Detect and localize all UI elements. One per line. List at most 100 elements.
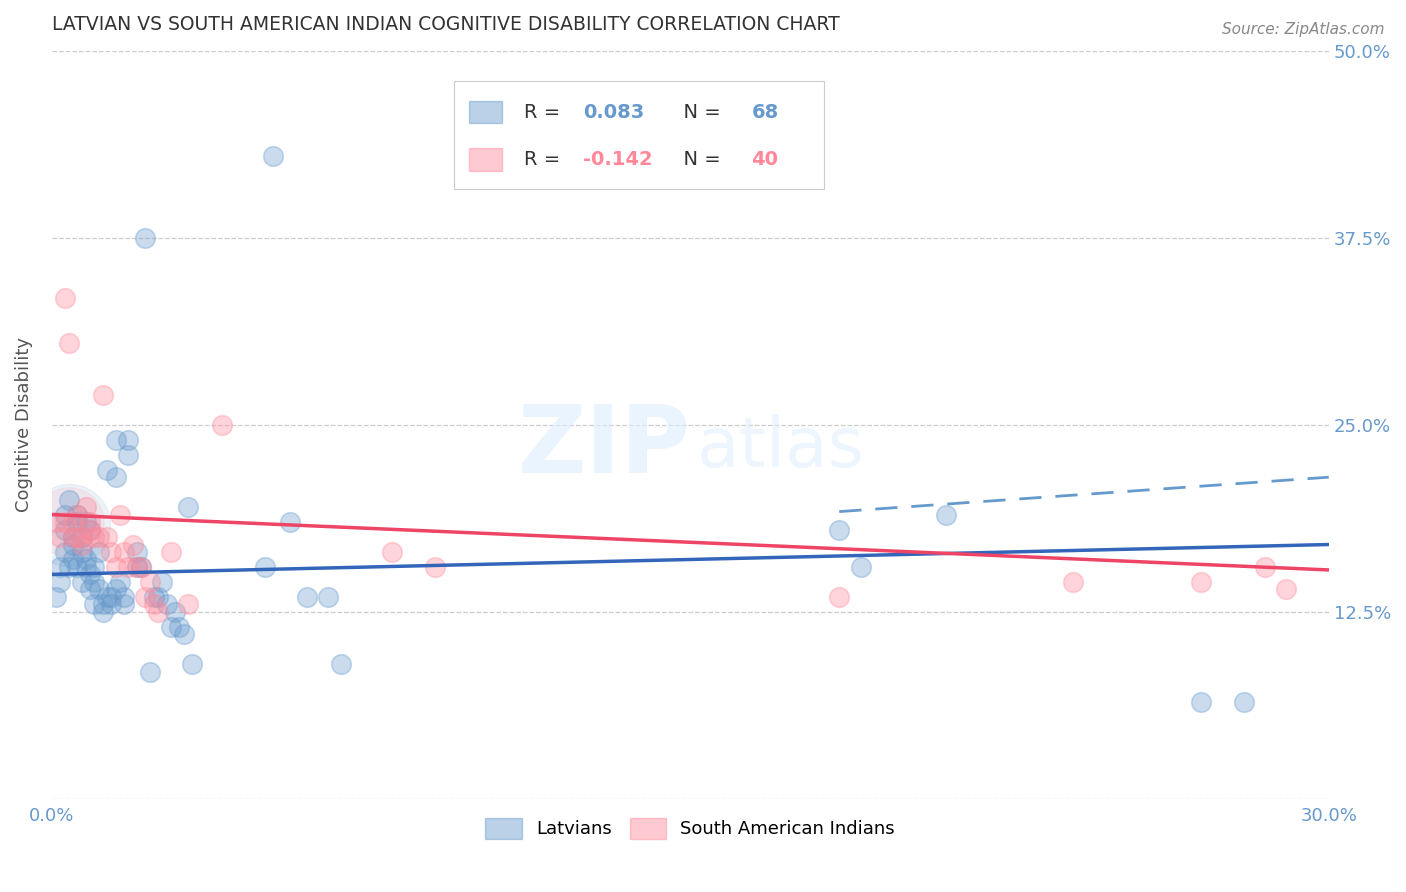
Point (134, 231, 156, 245)
Point (134, 590, 156, 604)
Point (160, 620, 183, 634)
Point (121, 537, 143, 551)
Point (70, 530, 93, 544)
Point (381, 545, 404, 559)
Point (1189, 574, 1212, 589)
Point (53, 515, 76, 529)
Point (75, 500, 97, 515)
Point (1254, 560, 1277, 574)
Text: 40: 40 (752, 150, 779, 169)
Point (935, 508, 957, 522)
Point (53, 291, 76, 305)
Point (262, 148, 284, 162)
Point (83, 530, 105, 544)
Point (45, 515, 67, 529)
Point (79, 582, 101, 597)
Point (75, 515, 97, 529)
Text: 68: 68 (752, 103, 779, 121)
Legend: Latvians, South American Indians: Latvians, South American Indians (478, 811, 903, 846)
Point (181, 657, 204, 672)
Point (96, 590, 118, 604)
Point (87, 545, 110, 559)
Point (87, 530, 110, 544)
Point (66, 515, 89, 529)
Point (70, 537, 93, 551)
Point (83, 560, 105, 574)
Text: N =: N = (671, 150, 727, 169)
Point (138, 574, 160, 589)
Text: N =: N = (671, 103, 727, 121)
Point (58, 335, 80, 350)
Point (112, 598, 135, 612)
Y-axis label: Cognitive Disability: Cognitive Disability (15, 337, 32, 512)
Point (70, 545, 93, 559)
Point (100, 598, 122, 612)
Point (53, 523, 76, 537)
Point (108, 508, 131, 522)
Point (146, 605, 169, 619)
Point (91, 605, 114, 619)
Point (173, 627, 195, 641)
Point (62, 530, 84, 544)
Point (104, 470, 127, 484)
Point (62, 530, 84, 544)
Point (79, 523, 101, 537)
Text: atlas: atlas (696, 414, 865, 481)
Point (318, 590, 340, 604)
Point (117, 433, 139, 447)
Point (58, 518, 80, 533)
Point (108, 574, 131, 589)
Point (62, 515, 84, 529)
Point (112, 545, 135, 559)
Point (49, 574, 72, 589)
Point (91, 388, 114, 402)
Point (117, 448, 139, 462)
Point (49, 530, 72, 544)
Text: R =: R = (524, 150, 567, 169)
Text: -0.142: -0.142 (583, 150, 652, 169)
Point (45, 590, 67, 604)
Point (91, 598, 114, 612)
Text: 0.083: 0.083 (583, 103, 644, 121)
Point (211, 417, 233, 432)
Point (70, 530, 93, 544)
Point (125, 545, 148, 559)
Point (104, 433, 127, 447)
Point (156, 598, 179, 612)
Text: Source: ZipAtlas.com: Source: ZipAtlas.com (1222, 22, 1385, 37)
Point (278, 515, 301, 529)
Point (849, 560, 872, 574)
Point (152, 574, 174, 589)
Point (79, 567, 101, 582)
Point (62, 537, 84, 551)
Text: LATVIAN VS SOUTH AMERICAN INDIAN COGNITIVE DISABILITY CORRELATION CHART: LATVIAN VS SOUTH AMERICAN INDIAN COGNITI… (52, 15, 839, 34)
Point (1233, 695, 1256, 709)
Point (142, 598, 165, 612)
Point (53, 508, 76, 522)
Point (58, 515, 80, 529)
Point (129, 560, 152, 574)
Point (100, 590, 122, 604)
Text: R =: R = (524, 103, 567, 121)
Point (96, 530, 118, 544)
Point (165, 605, 187, 619)
Point (79, 515, 101, 529)
Point (129, 560, 152, 574)
Text: ZIP: ZIP (517, 401, 690, 493)
Point (138, 665, 160, 679)
Point (83, 574, 105, 589)
Point (70, 574, 93, 589)
Point (828, 590, 851, 604)
Point (66, 560, 89, 574)
Point (62, 552, 84, 566)
Point (96, 463, 118, 477)
Point (828, 523, 851, 537)
Point (87, 582, 110, 597)
Point (177, 598, 200, 612)
Point (58, 560, 80, 574)
Point (125, 560, 148, 574)
Point (66, 508, 89, 522)
Point (53, 545, 76, 559)
Point (1189, 695, 1212, 709)
Point (142, 590, 165, 604)
